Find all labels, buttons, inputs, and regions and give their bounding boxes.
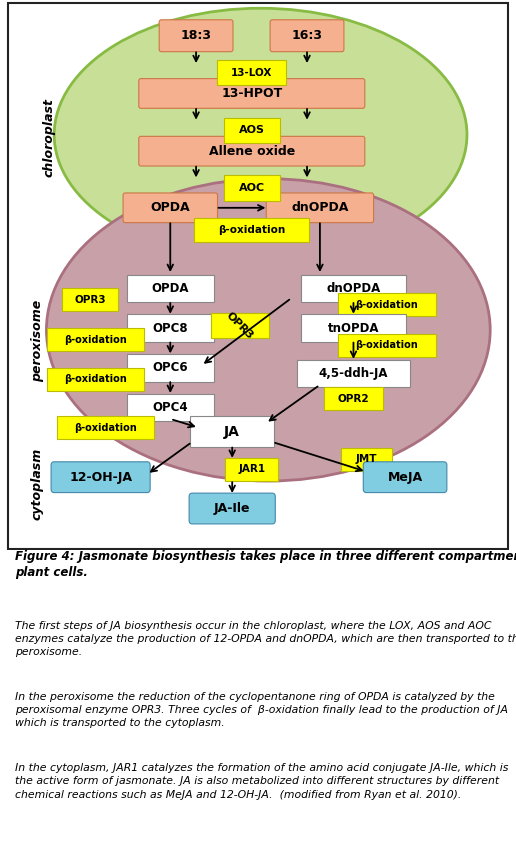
FancyBboxPatch shape xyxy=(190,416,275,447)
FancyBboxPatch shape xyxy=(225,458,279,481)
Text: cytoplasm: cytoplasm xyxy=(30,448,44,520)
FancyBboxPatch shape xyxy=(266,193,374,222)
FancyBboxPatch shape xyxy=(127,275,214,302)
Text: dnOPDA: dnOPDA xyxy=(326,282,381,295)
Text: chloroplast: chloroplast xyxy=(42,98,56,177)
FancyBboxPatch shape xyxy=(51,462,150,492)
FancyBboxPatch shape xyxy=(8,3,508,549)
FancyBboxPatch shape xyxy=(224,118,280,143)
Text: peroxisome: peroxisome xyxy=(30,300,44,382)
Text: Allene oxide: Allene oxide xyxy=(208,144,295,158)
Text: OPDA: OPDA xyxy=(151,201,190,214)
Text: JMT: JMT xyxy=(356,454,377,464)
FancyBboxPatch shape xyxy=(338,333,436,356)
Text: 18:3: 18:3 xyxy=(181,29,212,42)
FancyBboxPatch shape xyxy=(139,137,365,166)
Text: AOC: AOC xyxy=(239,183,265,193)
Text: tnOPDA: tnOPDA xyxy=(328,322,379,335)
Text: 4,5-ddh-JA: 4,5-ddh-JA xyxy=(319,367,388,380)
FancyBboxPatch shape xyxy=(270,20,344,52)
FancyBboxPatch shape xyxy=(159,20,233,52)
FancyBboxPatch shape xyxy=(127,393,214,421)
Text: OPDA: OPDA xyxy=(152,282,189,295)
Text: OPC6: OPC6 xyxy=(152,362,188,375)
Text: 12-OH-JA: 12-OH-JA xyxy=(69,471,132,484)
FancyBboxPatch shape xyxy=(338,293,436,316)
Text: β-oxidation: β-oxidation xyxy=(218,225,285,235)
FancyBboxPatch shape xyxy=(218,60,286,85)
Text: 13-LOX: 13-LOX xyxy=(231,68,272,77)
Text: OPR3: OPR3 xyxy=(74,295,106,305)
FancyBboxPatch shape xyxy=(47,328,144,351)
Text: dnOPDA: dnOPDA xyxy=(291,201,349,214)
Text: β-oxidation: β-oxidation xyxy=(64,375,127,384)
Text: β-oxidation: β-oxidation xyxy=(356,340,418,350)
Text: Figure 4: Jasmonate biosynthesis takes place in three different compartments of
: Figure 4: Jasmonate biosynthesis takes p… xyxy=(15,550,516,579)
FancyBboxPatch shape xyxy=(57,416,154,439)
Text: JA: JA xyxy=(224,424,240,439)
Text: OPC8: OPC8 xyxy=(152,322,188,335)
FancyBboxPatch shape xyxy=(324,387,382,410)
Text: β-oxidation: β-oxidation xyxy=(356,300,418,309)
Text: 13-HPOT: 13-HPOT xyxy=(221,87,282,100)
FancyBboxPatch shape xyxy=(211,313,269,338)
FancyBboxPatch shape xyxy=(301,275,406,302)
Text: 16:3: 16:3 xyxy=(292,29,322,42)
FancyBboxPatch shape xyxy=(127,354,214,381)
Text: JAR1: JAR1 xyxy=(238,465,265,474)
FancyBboxPatch shape xyxy=(139,79,365,108)
Text: β-oxidation: β-oxidation xyxy=(74,423,137,433)
FancyBboxPatch shape xyxy=(62,288,118,311)
FancyBboxPatch shape xyxy=(189,493,276,524)
FancyBboxPatch shape xyxy=(47,368,144,391)
Text: β-oxidation: β-oxidation xyxy=(64,335,127,344)
Text: OPC4: OPC4 xyxy=(152,401,188,414)
Text: In the cytoplasm, JAR1 catalyzes the formation of the amino acid conjugate JA-Il: In the cytoplasm, JAR1 catalyzes the for… xyxy=(15,763,509,800)
Text: In the peroxisome the reduction of the cyclopentanone ring of OPDA is catalyzed : In the peroxisome the reduction of the c… xyxy=(15,692,508,728)
Text: MeJA: MeJA xyxy=(388,471,423,484)
Text: The first steps of JA biosynthesis occur in the chloroplast, where the LOX, AOS : The first steps of JA biosynthesis occur… xyxy=(15,621,516,657)
FancyBboxPatch shape xyxy=(363,462,447,492)
Text: OPR2: OPR2 xyxy=(337,393,369,404)
FancyBboxPatch shape xyxy=(297,360,410,387)
Ellipse shape xyxy=(54,9,467,261)
FancyBboxPatch shape xyxy=(123,193,218,222)
Text: AOS: AOS xyxy=(239,125,265,136)
FancyBboxPatch shape xyxy=(194,217,309,242)
Ellipse shape xyxy=(46,179,490,481)
FancyBboxPatch shape xyxy=(301,314,406,342)
Text: JA-Ile: JA-Ile xyxy=(214,502,250,515)
FancyBboxPatch shape xyxy=(127,314,214,342)
Text: OPR3: OPR3 xyxy=(224,310,255,341)
FancyBboxPatch shape xyxy=(341,448,392,471)
FancyBboxPatch shape xyxy=(224,175,280,201)
